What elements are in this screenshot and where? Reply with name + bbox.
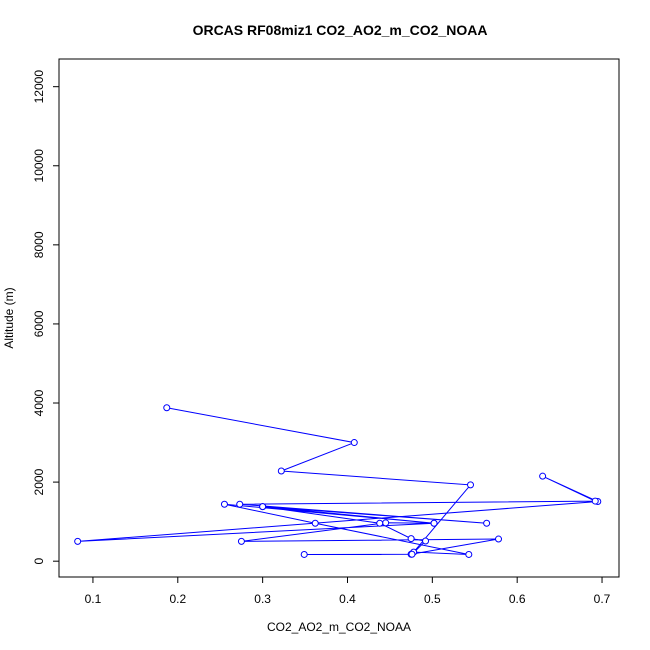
y-tick-label: 12000: [32, 70, 46, 104]
x-tick-label: 0.5: [424, 592, 441, 606]
x-tick-label: 0.7: [594, 592, 611, 606]
data-point: [277, 467, 285, 475]
data-point: [539, 472, 547, 480]
data-point: [376, 519, 384, 527]
x-tick-label: 0.2: [169, 592, 186, 606]
data-point: [422, 537, 430, 545]
data-point: [495, 535, 503, 543]
series-layer: [74, 404, 602, 558]
x-tick-label: 0.6: [509, 592, 526, 606]
y-axis-label: Altitude (m): [2, 287, 16, 348]
data-point: [74, 537, 82, 545]
data-point: [591, 497, 599, 505]
y-tick-label: 2000: [32, 468, 46, 495]
y-tick-label: 4000: [32, 389, 46, 416]
data-point: [407, 535, 415, 543]
data-point: [467, 481, 475, 489]
data-point: [483, 519, 491, 527]
x-axis: 0.1 0.2 0.3 0.4 0.5 0.6 0.7: [85, 577, 611, 606]
data-point: [350, 439, 358, 447]
y-tick-label: 8000: [32, 231, 46, 258]
y-axis: 0 2000 4000 6000 8000 10000 12000: [32, 70, 59, 565]
x-tick-label: 0.4: [339, 592, 356, 606]
data-point: [259, 503, 267, 511]
data-point: [408, 550, 416, 558]
data-point: [465, 550, 473, 558]
data-point: [237, 537, 245, 545]
y-tick-label: 6000: [32, 310, 46, 337]
y-tick-label: 0: [32, 558, 46, 565]
data-point: [236, 500, 244, 508]
data-point: [430, 519, 438, 527]
series-line: [77, 407, 600, 555]
plot-frame: [58, 58, 620, 578]
data-point: [220, 500, 228, 508]
chart-title: ORCAS RF08miz1 CO2_AO2_m_CO2_NOAA: [193, 22, 488, 38]
x-axis-label: CO2_AO2_m_CO2_NOAA: [267, 620, 411, 634]
data-point: [300, 550, 308, 558]
x-tick-label: 0.3: [254, 592, 271, 606]
data-point: [382, 519, 390, 527]
y-tick-label: 10000: [32, 149, 46, 183]
data-point: [311, 519, 319, 527]
data-point: [163, 404, 171, 412]
x-tick-label: 0.1: [85, 592, 102, 606]
